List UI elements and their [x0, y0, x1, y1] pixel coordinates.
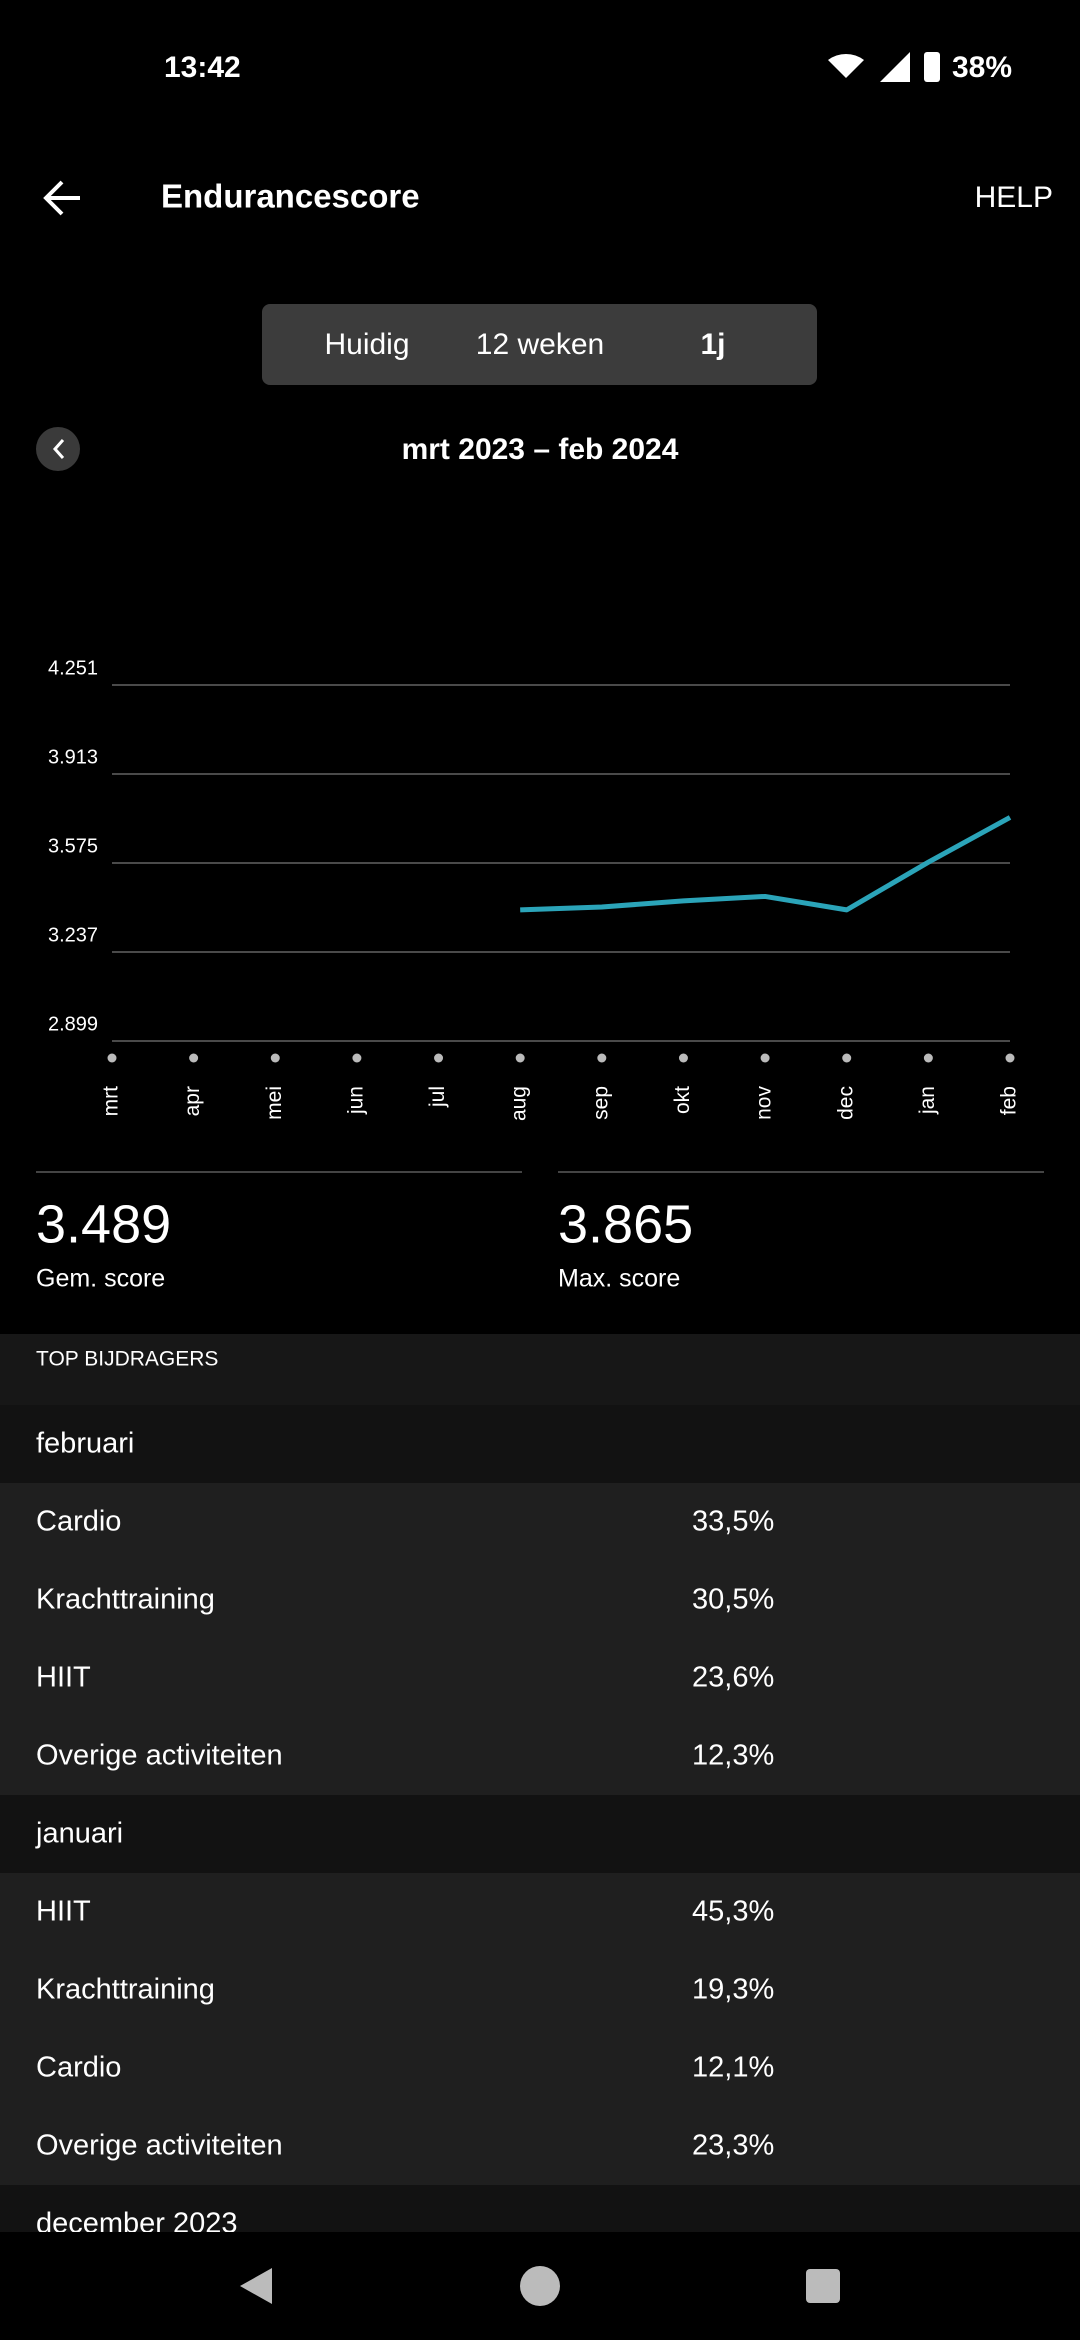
month-row [0, 1795, 1080, 1873]
contributor-share: 12,1% [692, 2052, 774, 2084]
contributor-share: 33,5% [692, 1506, 774, 1538]
x-axis-dot [107, 1053, 117, 1063]
x-tick-label: mrt [100, 1086, 123, 1116]
tab[interactable]: Huidig [324, 328, 409, 361]
wifi-icon [828, 54, 864, 78]
contributor-name: HIIT [36, 1896, 91, 1928]
x-tick-label: feb [998, 1086, 1021, 1115]
battery-level: 38% [952, 51, 1012, 84]
contributor-share: 12,3% [692, 1740, 774, 1772]
contributor-row [0, 1561, 1080, 1639]
x-axis-dot [189, 1053, 199, 1063]
x-axis-dot [270, 1053, 280, 1063]
y-tick-label: 2.899 [48, 1013, 98, 1035]
stat-value: 3.865 [558, 1194, 693, 1254]
contributor-row [0, 1639, 1080, 1717]
contributor-name: Overige activiteiten [36, 2130, 283, 2162]
month-name: januari [35, 1818, 123, 1850]
x-axis-dot [597, 1053, 607, 1063]
x-tick-label: mei [263, 1086, 286, 1120]
x-tick-label: jan [916, 1086, 939, 1115]
nav-recents[interactable] [806, 2269, 840, 2303]
x-tick-label: jul [426, 1086, 449, 1108]
contributor-share: 19,3% [692, 1974, 774, 2006]
y-tick-label: 3.237 [48, 924, 98, 946]
stat-label: Gem. score [36, 1265, 165, 1293]
contributor-name: Cardio [36, 1506, 121, 1538]
contributor-row [0, 1717, 1080, 1795]
contributor-share: 23,6% [692, 1662, 774, 1694]
y-tick-label: 3.575 [48, 835, 98, 857]
help-button[interactable]: HELP [975, 181, 1053, 214]
y-tick-label: 3.913 [48, 746, 98, 768]
signal-icon [880, 52, 910, 82]
contributor-share: 23,3% [692, 2130, 774, 2162]
x-axis-dot [923, 1053, 933, 1063]
date-range: mrt 2023 – feb 2024 [402, 433, 679, 466]
y-tick-label: 4.251 [48, 657, 98, 679]
contributor-name: Krachttraining [36, 1974, 215, 2006]
back-button[interactable] [43, 180, 80, 216]
contributor-share: 30,5% [692, 1584, 774, 1616]
x-tick-label: okt [671, 1086, 694, 1114]
x-tick-label: nov [753, 1086, 776, 1120]
nav-back[interactable] [240, 2268, 272, 2304]
prev-range-button[interactable] [36, 427, 80, 471]
contributor-name: HIIT [36, 1662, 91, 1694]
section-title: TOP BIJDRAGERS [36, 1348, 218, 1371]
contributor-name: Overige activiteiten [36, 1740, 283, 1772]
x-tick-label: aug [508, 1086, 531, 1121]
contributor-row [0, 1873, 1080, 1951]
page-title: Endurancescore [161, 178, 420, 215]
prev-icon [52, 439, 65, 459]
month-name: februari [36, 1428, 134, 1460]
x-axis-dot [515, 1053, 525, 1063]
contributor-row [0, 2107, 1080, 2185]
nav-home[interactable] [520, 2266, 560, 2306]
contributor-row [0, 2029, 1080, 2107]
chart: 2.899 3.237 3.575 3.913 4.251 mrt apr mei jun jul… [48, 657, 1021, 1121]
x-tick-label: jun [344, 1086, 367, 1115]
tab[interactable]: 1j [700, 328, 725, 361]
x-axis-dot [842, 1053, 852, 1063]
contributor-name: Cardio [36, 2052, 121, 2084]
tab[interactable]: 12 weken [476, 328, 604, 361]
contributor-share: 45,3% [692, 1896, 774, 1928]
x-axis-dot [352, 1053, 362, 1063]
tab-bar [262, 304, 817, 385]
contributor-name: Krachttraining [36, 1584, 215, 1616]
contributor-row [0, 1951, 1080, 2029]
contributor-row [0, 1483, 1080, 1561]
battery-icon [924, 52, 940, 82]
x-axis-dot [1005, 1053, 1015, 1063]
contributors-list: februari Cardio 33,5% Krachttraining 30,5% HI… [0, 1405, 1080, 2263]
month-row [0, 1405, 1080, 1483]
x-tick-label: dec [834, 1086, 857, 1120]
status-time: 13:42 [164, 51, 241, 84]
stat-label: Max. score [558, 1265, 680, 1293]
data-line [520, 815, 1012, 913]
x-axis-dot [760, 1053, 770, 1063]
x-tick-label: apr [181, 1086, 204, 1116]
x-axis-dot [434, 1053, 444, 1063]
x-tick-label: sep [589, 1086, 612, 1120]
stat-value: 3.489 [36, 1194, 171, 1254]
x-axis-dot [678, 1053, 688, 1063]
